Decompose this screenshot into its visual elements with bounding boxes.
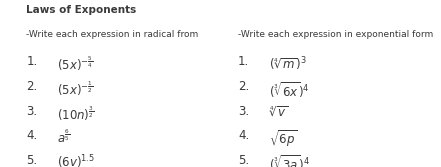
- Text: 3.: 3.: [238, 105, 249, 118]
- Text: 4.: 4.: [26, 129, 38, 142]
- Text: 4.: 4.: [238, 129, 250, 142]
- Text: 3.: 3.: [26, 105, 37, 118]
- Text: -Write each expression in radical from: -Write each expression in radical from: [26, 30, 199, 39]
- Text: $a^{\frac{6}{5}}$: $a^{\frac{6}{5}}$: [57, 129, 71, 146]
- Text: $(10n)^{\frac{3}{2}}$: $(10n)^{\frac{3}{2}}$: [57, 105, 95, 123]
- Text: $(6v)^{1.5}$: $(6v)^{1.5}$: [57, 154, 95, 167]
- Text: 1.: 1.: [26, 55, 38, 68]
- Text: -Write each expression in exponential form: -Write each expression in exponential fo…: [238, 30, 434, 39]
- Text: $\sqrt{6p}$: $\sqrt{6p}$: [269, 129, 297, 149]
- Text: $(\sqrt[3]{6x})^{4}$: $(\sqrt[3]{6x})^{4}$: [269, 80, 310, 100]
- Text: $(\sqrt[4]{m})^{3}$: $(\sqrt[4]{m})^{3}$: [269, 55, 306, 73]
- Text: $\sqrt[4]{v}$: $\sqrt[4]{v}$: [269, 105, 288, 120]
- Text: 5.: 5.: [26, 154, 37, 167]
- Text: Laws of Exponents: Laws of Exponents: [26, 5, 137, 15]
- Text: $(\sqrt[3]{3a})^{4}$: $(\sqrt[3]{3a})^{4}$: [269, 154, 310, 167]
- Text: $(5x)^{-\frac{1}{2}}$: $(5x)^{-\frac{1}{2}}$: [57, 80, 93, 98]
- Text: 2.: 2.: [26, 80, 38, 93]
- Text: 5.: 5.: [238, 154, 249, 167]
- Text: 2.: 2.: [238, 80, 250, 93]
- Text: 1.: 1.: [238, 55, 250, 68]
- Text: $(5x)^{-\frac{5}{4}}$: $(5x)^{-\frac{5}{4}}$: [57, 55, 93, 73]
